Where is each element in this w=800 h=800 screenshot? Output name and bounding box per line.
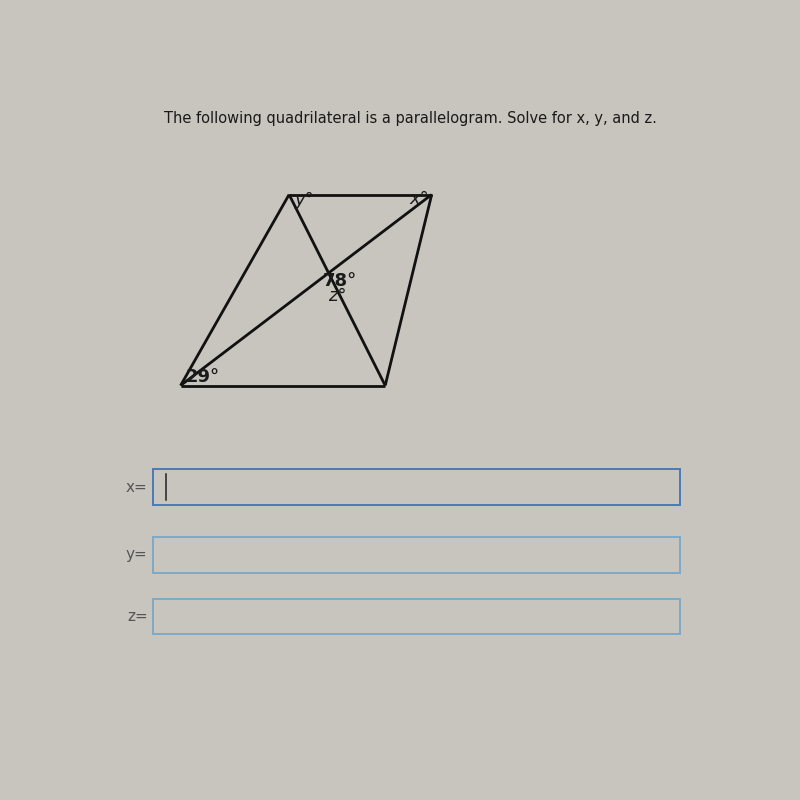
Text: 29°: 29°	[186, 368, 220, 386]
Text: x°: x°	[409, 190, 429, 208]
Text: z=: z=	[127, 609, 148, 624]
Text: x=: x=	[126, 480, 148, 494]
Text: y°: y°	[294, 191, 314, 210]
Bar	[153, 537, 680, 573]
Bar	[153, 470, 680, 505]
Text: 78°: 78°	[323, 271, 358, 290]
Text: The following quadrilateral is a parallelogram. Solve for x, y, and z.: The following quadrilateral is a paralle…	[163, 111, 657, 126]
Bar	[153, 598, 680, 634]
Text: y=: y=	[126, 547, 148, 562]
Text: z°: z°	[328, 287, 346, 305]
